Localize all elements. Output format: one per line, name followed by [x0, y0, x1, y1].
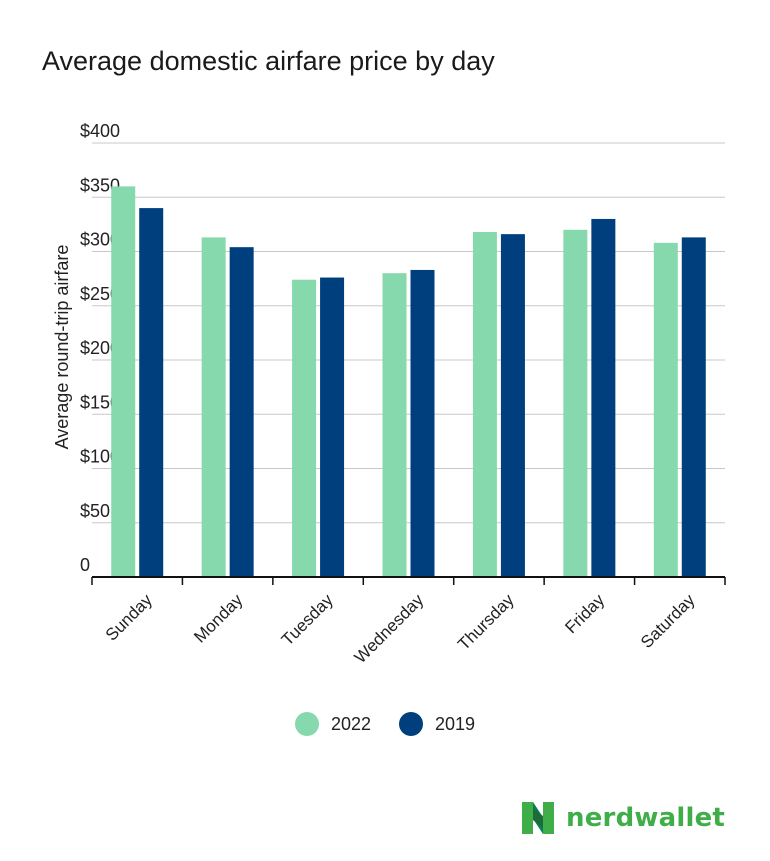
- legend-item-2019: 2019: [399, 712, 475, 736]
- y-tick-label: 0: [80, 555, 90, 575]
- y-tick-label: $200: [80, 338, 120, 358]
- x-tick-label: Wednesday: [351, 590, 428, 667]
- bar-tuesday-2019: [320, 277, 345, 577]
- legend-label-2022: 2022: [330, 713, 371, 734]
- bar-sunday-2019: [139, 208, 164, 577]
- y-tick-label: $100: [80, 447, 120, 467]
- bar-saturday-2022: [653, 242, 678, 577]
- y-tick-label: $250: [80, 284, 120, 304]
- bar-monday-2022: [201, 237, 226, 577]
- nerdwallet-wordmark: nerdwallet: [566, 803, 726, 833]
- x-tick-label: Tuesday: [278, 590, 337, 649]
- bar-friday-2019: [591, 218, 616, 577]
- x-tick-label: Friday: [561, 590, 608, 637]
- y-axis-label: Average round-trip airfare: [52, 245, 72, 450]
- x-tick-label: Monday: [190, 590, 247, 647]
- bar-tuesday-2022: [292, 279, 317, 577]
- x-tick-label: Saturday: [637, 590, 699, 652]
- legend-swatch-2019: [399, 712, 423, 736]
- bar-wednesday-2022: [382, 273, 407, 577]
- y-tick-label: $350: [80, 175, 120, 195]
- bar-saturday-2019: [681, 237, 706, 577]
- y-tick-label: $150: [80, 392, 120, 412]
- bar-thursday-2022: [472, 231, 497, 577]
- bar-sunday-2022: [111, 186, 136, 577]
- nerdwallet-logo: nerdwallet: [520, 800, 725, 836]
- bar-friday-2022: [563, 229, 588, 578]
- bar-thursday-2019: [500, 234, 525, 577]
- legend-item-2022: 2022: [294, 712, 371, 736]
- legend-label-2019: 2019: [435, 713, 476, 734]
- x-tick-label: Thursday: [454, 590, 518, 654]
- y-tick-label: $400: [80, 121, 120, 141]
- y-tick-label: $50: [80, 501, 110, 521]
- legend-swatch-2022: [294, 712, 319, 736]
- x-tick-label: Sunday: [102, 590, 157, 645]
- chart-title: Average domestic airfare price by day: [42, 46, 495, 76]
- bar-monday-2019: [229, 247, 254, 577]
- bar-chart: Average domestic airfare price by day Av…: [42, 46, 726, 667]
- bar-wednesday-2019: [410, 269, 435, 577]
- legend: 2022 2019: [0, 712, 770, 736]
- nerdwallet-n-icon: [522, 802, 554, 834]
- y-tick-label: $300: [80, 230, 120, 250]
